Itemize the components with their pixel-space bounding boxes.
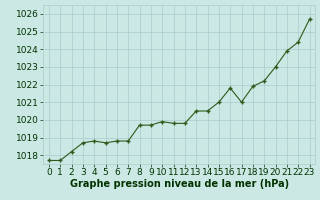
X-axis label: Graphe pression niveau de la mer (hPa): Graphe pression niveau de la mer (hPa) (70, 179, 289, 189)
